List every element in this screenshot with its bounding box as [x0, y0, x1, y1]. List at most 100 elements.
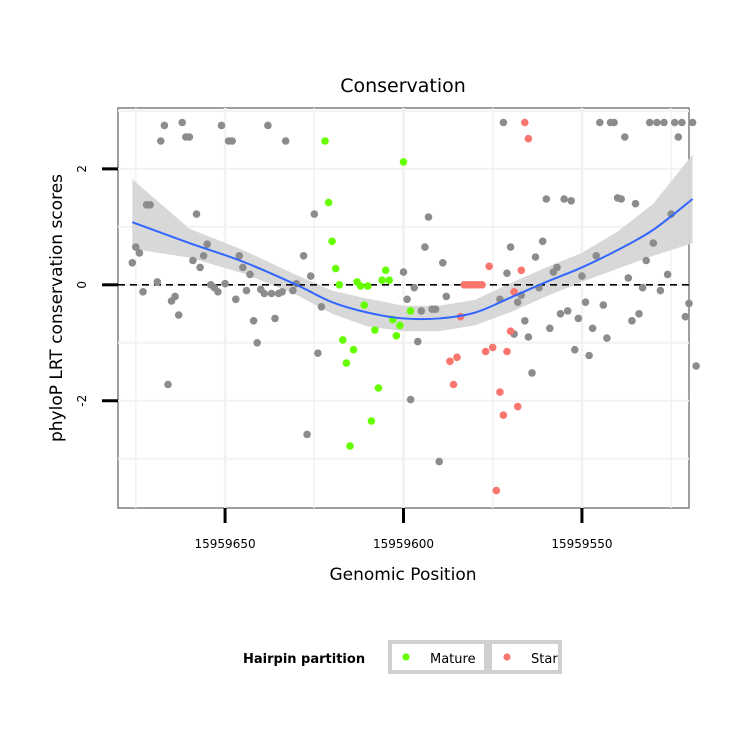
point-other — [203, 240, 211, 248]
point-other — [310, 210, 319, 218]
point-other — [688, 118, 697, 127]
point-other — [442, 292, 451, 301]
point-mature — [374, 384, 383, 392]
point-other — [499, 118, 508, 127]
point-other — [128, 259, 137, 267]
point-other — [303, 430, 311, 439]
y-tick-label: 2 — [75, 165, 89, 173]
point-other — [246, 270, 254, 279]
point-mature — [364, 282, 372, 290]
confidence-ribbon — [132, 154, 693, 332]
grid — [118, 108, 689, 508]
point-star — [446, 357, 454, 366]
point-other — [196, 263, 204, 272]
point-mature — [381, 266, 390, 275]
point-star — [521, 118, 529, 127]
point-other — [642, 256, 650, 265]
point-other — [221, 279, 229, 288]
point-other — [528, 369, 536, 377]
point-other — [653, 118, 661, 127]
point-other — [578, 272, 586, 280]
point-star — [481, 347, 490, 356]
point-star — [524, 134, 533, 143]
x-tick-label: 15959600 — [373, 537, 434, 551]
point-other — [139, 288, 147, 296]
point-other — [260, 289, 269, 298]
point-other — [406, 395, 415, 404]
point-other — [299, 252, 308, 260]
point-other — [228, 137, 236, 145]
point-mature — [349, 345, 358, 354]
point-star — [492, 486, 501, 495]
point-other — [631, 199, 640, 208]
point-mature — [396, 321, 404, 330]
point-other — [563, 307, 572, 315]
point-other — [414, 337, 422, 346]
point-other — [506, 243, 515, 251]
y-tick-label: 0 — [75, 281, 89, 289]
point-other — [663, 270, 672, 279]
point-other — [399, 268, 408, 276]
point-star — [503, 347, 511, 356]
point-other — [588, 324, 597, 333]
point-star — [513, 402, 522, 411]
point-other — [503, 269, 511, 278]
x-axis-title: Genomic Position — [329, 565, 476, 585]
point-other — [160, 121, 169, 130]
point-other — [610, 118, 618, 127]
point-star — [517, 266, 526, 275]
point-other — [542, 195, 551, 203]
point-star — [478, 281, 486, 289]
point-other — [521, 317, 529, 325]
legend-label-star: Star — [531, 652, 558, 667]
point-star — [496, 388, 504, 396]
point-mature — [356, 282, 365, 290]
point-mature — [371, 326, 379, 334]
point-other — [217, 121, 226, 130]
point-other — [556, 310, 565, 318]
y-axis-title: phyloP LRT conservation scores — [47, 174, 67, 442]
point-other — [621, 133, 629, 141]
point-star — [499, 411, 508, 420]
point-mature — [385, 276, 394, 285]
y-tick-label: -2 — [75, 395, 89, 407]
point-other — [271, 314, 279, 323]
point-other — [635, 310, 643, 318]
point-mature — [378, 276, 386, 285]
x-tick-label: 15959550 — [551, 537, 612, 551]
point-other — [624, 274, 633, 282]
point-other — [531, 253, 540, 261]
legend-swatch-mature — [402, 653, 410, 661]
point-other — [645, 118, 654, 127]
point-other — [524, 333, 533, 341]
point-other — [417, 307, 426, 315]
point-other — [164, 380, 172, 389]
point-mature — [324, 198, 333, 207]
legend-title: Hairpin partition — [243, 652, 365, 667]
point-other — [685, 299, 693, 308]
point-star — [449, 380, 458, 389]
point-other — [431, 305, 440, 314]
point-other — [424, 213, 433, 221]
point-other — [439, 259, 447, 267]
point-other — [603, 334, 611, 342]
legend: Hairpin partition Mature Star — [243, 640, 562, 674]
point-mature — [339, 336, 347, 344]
point-other — [171, 292, 179, 301]
point-other — [249, 317, 258, 325]
point-other — [253, 339, 261, 347]
x-axis: 15959650 15959600 15959550 — [195, 508, 612, 551]
point-other — [403, 295, 411, 304]
point-other — [153, 278, 162, 286]
point-other — [660, 118, 668, 127]
point-other — [435, 457, 444, 466]
point-other — [264, 121, 272, 130]
point-other — [596, 118, 604, 127]
point-other — [546, 324, 554, 333]
point-other — [135, 249, 144, 257]
point-other — [278, 288, 287, 296]
point-mature — [331, 264, 340, 273]
point-other — [421, 243, 429, 251]
point-other — [157, 137, 165, 145]
point-other — [553, 263, 561, 272]
